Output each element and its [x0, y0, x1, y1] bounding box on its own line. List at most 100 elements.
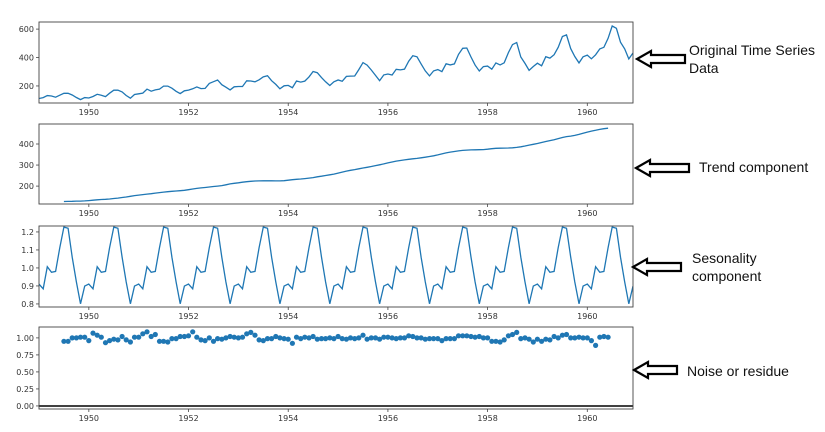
residual-point — [119, 333, 125, 340]
residual-point — [572, 335, 578, 341]
residual-point — [514, 329, 520, 335]
residual-point — [414, 335, 420, 341]
residual-point — [140, 331, 146, 337]
arrow-icon-residual — [631, 360, 679, 380]
residual-point — [94, 332, 100, 338]
residual-point — [406, 333, 412, 339]
x-tick-label: 1954 — [278, 414, 298, 423]
residual-point — [215, 336, 221, 342]
residual-point — [426, 336, 433, 342]
residual-point — [352, 336, 358, 342]
residual-point — [273, 333, 279, 340]
residual-point — [298, 336, 304, 342]
x-tick-label: 1958 — [477, 209, 497, 218]
residual-point — [194, 334, 200, 340]
x-tick-label: 1950 — [79, 209, 99, 218]
residual-point — [597, 334, 603, 340]
residual-point — [65, 338, 71, 344]
x-tick-label: 1960 — [577, 209, 597, 218]
residual-point — [559, 332, 566, 338]
residual-point — [277, 335, 283, 341]
residual-point — [327, 335, 333, 341]
panel-residual: 0.00 0.25 0.50 0.75 1.00 1950 1952 1954 1956 1958… — [16, 326, 634, 423]
panel-original: 200 400 600 1950 1952 1954 1956 1958 1960 — [19, 21, 634, 117]
residual-point — [248, 329, 254, 335]
residual-point — [422, 336, 428, 342]
residual-point — [264, 336, 271, 342]
y-tick-label: 0.8 — [21, 300, 34, 309]
residual-point — [501, 337, 507, 343]
annotation-seasonal: Sesonality component — [692, 250, 762, 284]
residual-point — [493, 338, 499, 344]
residual-point — [131, 334, 138, 340]
x-tick-label: 1958 — [477, 414, 497, 423]
residual-point — [476, 333, 482, 340]
residual-point — [593, 342, 599, 348]
residual-point — [431, 336, 437, 342]
y-tick-label: 600 — [19, 25, 34, 34]
annotation-original: Original Time Series Data — [689, 42, 816, 76]
panel-trend: 200 300 400 1950 1952 1954 1956 1958 1960 — [19, 123, 634, 218]
residual-point — [389, 335, 395, 341]
residual-point — [73, 335, 79, 341]
arrow-icon-trend — [633, 158, 691, 178]
residual-point — [563, 331, 570, 338]
residual-point — [244, 331, 250, 337]
x-tick-label: 1950 — [79, 414, 99, 423]
y-tick-label: 0.50 — [16, 368, 34, 377]
series-seasonal — [39, 226, 633, 304]
residual-point — [231, 334, 237, 340]
x-tick-label: 1954 — [278, 312, 298, 321]
y-tick-label: 300 — [19, 161, 34, 170]
x-tick-label: 1952 — [178, 312, 198, 321]
residual-point — [123, 337, 129, 343]
y-tick-label: 1.2 — [21, 228, 34, 237]
residual-point — [127, 339, 133, 345]
residual-point — [136, 334, 142, 340]
residual-point — [451, 336, 457, 342]
y-tick-label: 1.00 — [16, 334, 34, 343]
residual-point — [252, 332, 258, 338]
x-tick-label: 1958 — [477, 312, 497, 321]
residual-point — [547, 337, 553, 343]
residual-point — [310, 333, 316, 340]
residual-point — [584, 335, 590, 341]
series-line — [39, 226, 633, 304]
axes-frame — [38, 326, 634, 410]
arrow-icon-original — [634, 49, 687, 69]
residual-point — [144, 329, 150, 335]
y-tick-label: 0.9 — [21, 282, 34, 291]
residual-point — [210, 338, 217, 344]
residual-point — [339, 336, 345, 342]
residual-point — [472, 334, 478, 340]
residual-point — [455, 333, 462, 339]
y-tick-label: 1.1 — [21, 246, 34, 255]
residual-point — [102, 340, 109, 346]
y-tick-label: 400 — [19, 54, 34, 63]
y-tick-label: 200 — [19, 182, 34, 191]
residual-point — [489, 338, 495, 344]
residual-point — [364, 336, 370, 342]
residual-point — [534, 336, 541, 342]
residual-point — [601, 333, 607, 340]
x-tick-label: 1956 — [378, 108, 398, 117]
residual-point — [161, 338, 167, 344]
x-tick-label: 1960 — [577, 312, 597, 321]
residual-point — [198, 337, 204, 343]
series-line — [63, 127, 609, 203]
residual-point — [61, 338, 67, 344]
axes-frame — [38, 123, 634, 205]
residual-point — [206, 335, 212, 341]
x-tick-label: 1952 — [178, 209, 198, 218]
residual-point — [555, 335, 561, 341]
residual-point — [223, 335, 229, 341]
residual-point — [393, 336, 399, 342]
x-tick-label: 1956 — [378, 414, 398, 423]
residual-point — [551, 333, 557, 340]
residual-point — [169, 336, 175, 342]
residual-point — [239, 334, 246, 340]
residual-point — [356, 335, 362, 341]
residual-point — [306, 335, 312, 341]
residual-point — [111, 336, 117, 342]
residual-point — [69, 335, 75, 341]
